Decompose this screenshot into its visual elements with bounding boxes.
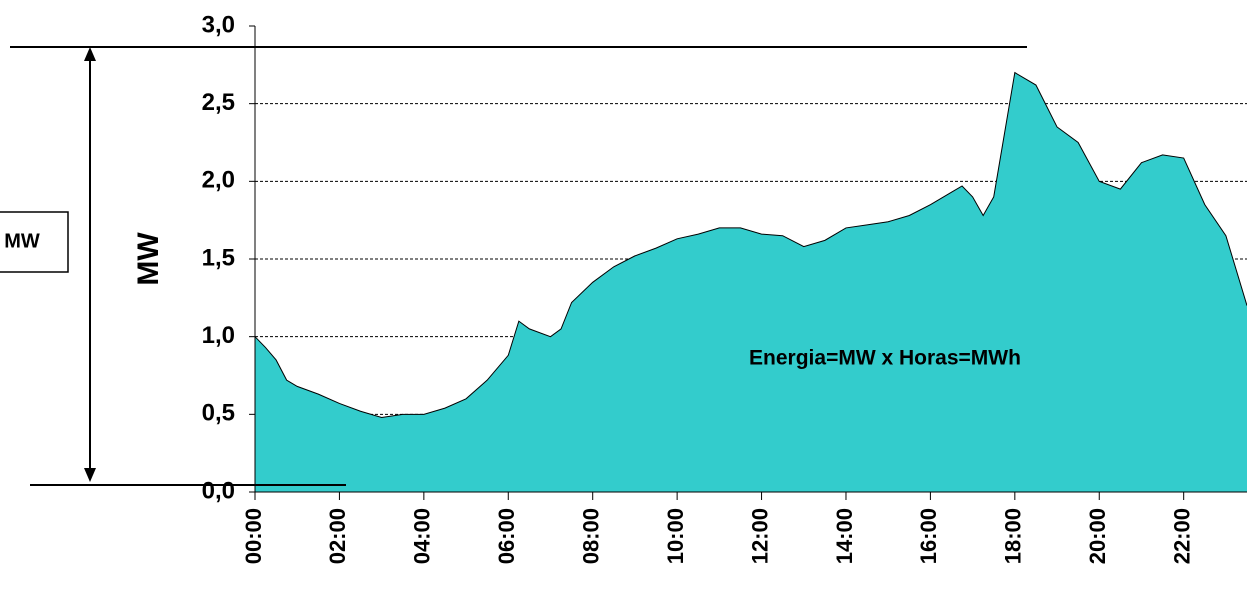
annotation: Energia=MW x Horas=MWh	[749, 347, 1021, 370]
y-tick-label: 2,0	[202, 167, 235, 194]
annotation-box	[0, 211, 69, 273]
x-tick-label: 02:00	[325, 508, 350, 564]
annotation: MW	[4, 230, 40, 252]
y-tick-label: 0,5	[202, 400, 235, 427]
y-axis-label: MW	[132, 232, 165, 286]
x-tick-label: 22:00	[1169, 508, 1194, 564]
y-tick-label: 0,0	[202, 477, 235, 504]
y-tick-label: 1,5	[202, 244, 235, 271]
x-tick-label: 20:00	[1085, 508, 1110, 564]
x-tick-label: 00:00	[241, 508, 266, 564]
x-tick-label: 16:00	[916, 508, 941, 564]
x-tick-label: 14:00	[832, 508, 857, 564]
x-tick-label: 04:00	[410, 508, 435, 564]
plot-area: 0,0 0,5 1,0 1,5 2,0 2,5 3,0 00:00 02:00 04:00 06:0…	[202, 11, 1247, 564]
arrow-head	[84, 47, 96, 61]
x-tick-label: 10:00	[663, 508, 688, 564]
x-tick-label: 12:00	[747, 508, 772, 564]
area-fill	[255, 72, 1247, 492]
y-tick-label: 3,0	[202, 11, 235, 38]
x-tick-label: 08:00	[579, 508, 604, 564]
x-tick-label: 06:00	[494, 508, 519, 564]
y-tick-label: 2,5	[202, 89, 235, 116]
arrow-head	[84, 468, 96, 482]
area-line	[254, 71, 1247, 418]
x-tick-label: 18:00	[1001, 508, 1026, 564]
y-tick-label: 1,0	[202, 322, 235, 349]
